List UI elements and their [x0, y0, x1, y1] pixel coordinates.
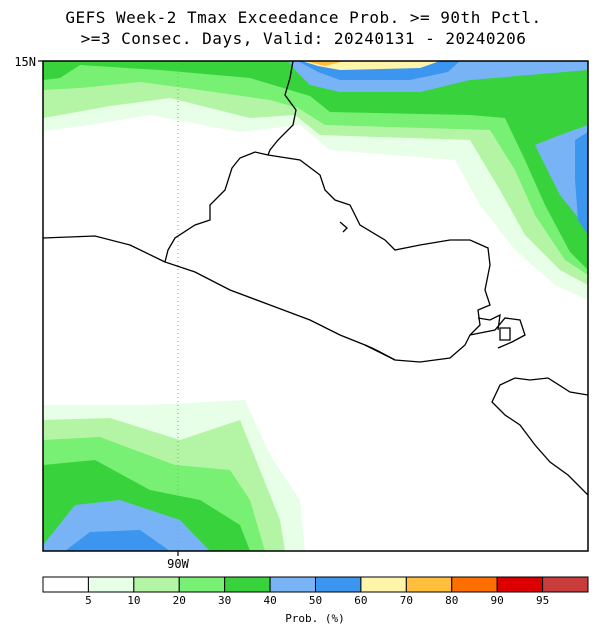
prob-area-50-right: [575, 132, 588, 235]
prob-area-60-top: [302, 61, 440, 70]
nicaragua-coast: [491, 377, 588, 496]
colorbar-label: 20: [173, 594, 186, 607]
map-title-line-2: >=3 Consec. Days, Valid: 20240131 - 2024…: [80, 29, 527, 48]
el-salvador-outline: [164, 151, 491, 363]
colorbar-label: 60: [354, 594, 367, 607]
colorbar-label: 10: [127, 594, 140, 607]
pacific-coast-west: [43, 235, 166, 263]
colorbar-swatch: [133, 576, 180, 593]
estuary-detail: [364, 344, 396, 361]
colorbar-swatch: [269, 576, 317, 593]
colorbar-swatch: [42, 576, 89, 593]
colorbar-label: 90: [491, 594, 504, 607]
gulf-fonseca-coast: [469, 317, 526, 349]
colorbar-swatch: [224, 576, 271, 593]
prob-area-30-top: [43, 61, 588, 270]
colorbar-label: 5: [85, 594, 92, 607]
colorbar-title: Prob. (%): [285, 612, 345, 625]
guatemala-border-north: [267, 61, 297, 156]
colorbar-swatch: [496, 576, 544, 593]
colorbar-label: 40: [263, 594, 276, 607]
prob-area-70-top: [305, 61, 345, 66]
map-frame: [42, 60, 589, 552]
colorbar-label: 95: [536, 594, 549, 607]
coastlines: [43, 61, 588, 496]
colorbar: 5 10 20 30 40 50 60 70 80 90 95: [42, 576, 589, 607]
lat-label-15n: 15N: [14, 55, 36, 69]
prob-area-50-bottom: [65, 530, 170, 551]
colorbar-swatch: [451, 576, 498, 593]
probability-shading: [43, 61, 588, 551]
lon-label-90w: 90W: [167, 557, 189, 571]
colorbar-swatch: [405, 576, 453, 593]
map-title-line-1: GEFS Week-2 Tmax Exceedance Prob. >= 90t…: [65, 8, 542, 27]
colorbar-swatch: [87, 576, 135, 593]
small-island: [339, 221, 348, 233]
colorbar-swatch: [178, 576, 226, 593]
colorbar-swatch: [542, 576, 589, 593]
gulf-fonseca-island: [499, 327, 511, 341]
colorbar-swatch: [315, 576, 362, 593]
colorbar-label: 30: [218, 594, 231, 607]
honduras-border: [477, 313, 501, 331]
colorbar-swatch: [360, 576, 407, 593]
colorbar-label: 80: [445, 594, 458, 607]
colorbar-label: 50: [309, 594, 322, 607]
colorbar-label: 70: [400, 594, 413, 607]
